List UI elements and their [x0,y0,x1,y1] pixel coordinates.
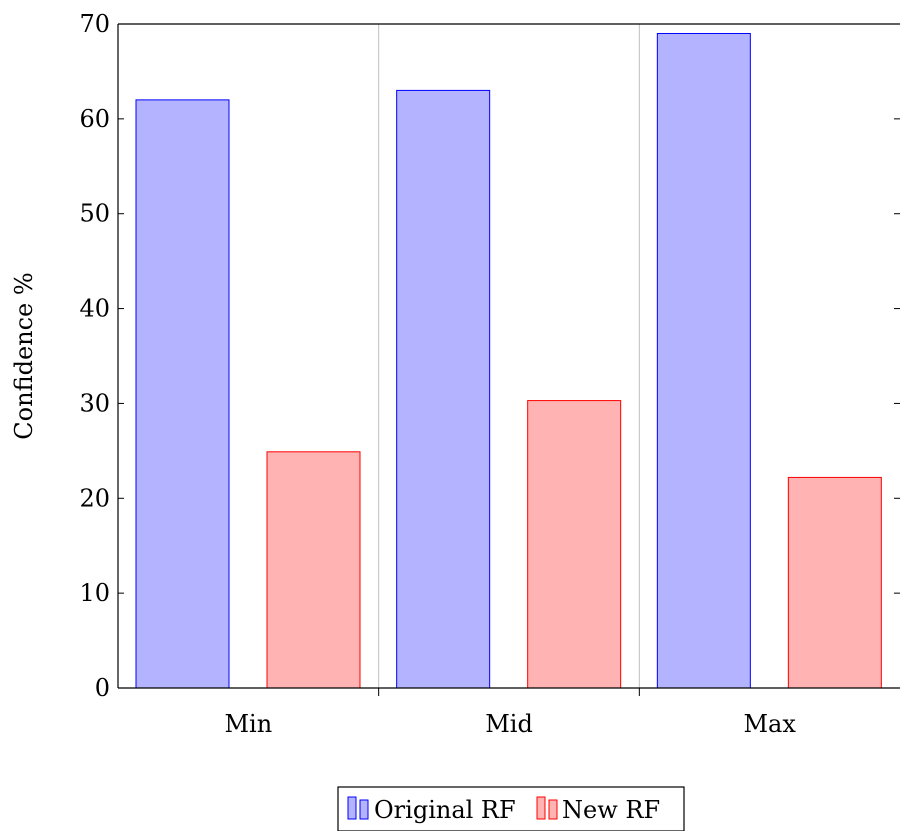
y-tick-label: 30 [79,389,110,417]
legend-swatch-original-rf [347,796,369,820]
y-axis-title: Confidence % [10,272,38,439]
legend-label-original-rf: Original RF [374,796,516,824]
bar-original-rf-mid [396,89,491,689]
bar-original-rf-min [135,99,230,689]
axes [117,23,900,689]
y-tick-label: 0 [95,674,110,702]
y-tick-label: 70 [79,10,110,38]
y-tick-label: 50 [79,200,110,228]
y-ticks: 0 10 20 30 40 50 60 70 [79,10,900,702]
y-tick-label: 20 [79,484,110,512]
y-tick-label: 60 [79,105,110,133]
x-tick-label-mid: Mid [485,710,533,738]
x-tick-label-min: Min [224,710,272,738]
legend-swatch-new-rf [536,796,558,820]
y-tick-label: 10 [79,579,110,607]
legend-label-new-rf: New RF [562,796,660,824]
bar-new-rf-mid [527,400,622,689]
legend-item-new-rf: New RF [536,796,660,824]
x-ticks: Min Mid Max [224,710,796,738]
category-separators [378,24,640,696]
legend-frame [337,786,685,831]
bar-new-rf-max [787,476,882,689]
legend-item-original-rf: Original RF [347,796,516,824]
bar-new-rf-min [266,451,361,689]
x-tick-label-max: Max [743,710,796,738]
legend: Original RF New RF [337,786,685,831]
bars [135,32,882,689]
bar-original-rf-max [656,32,751,689]
y-tick-label: 40 [79,295,110,323]
